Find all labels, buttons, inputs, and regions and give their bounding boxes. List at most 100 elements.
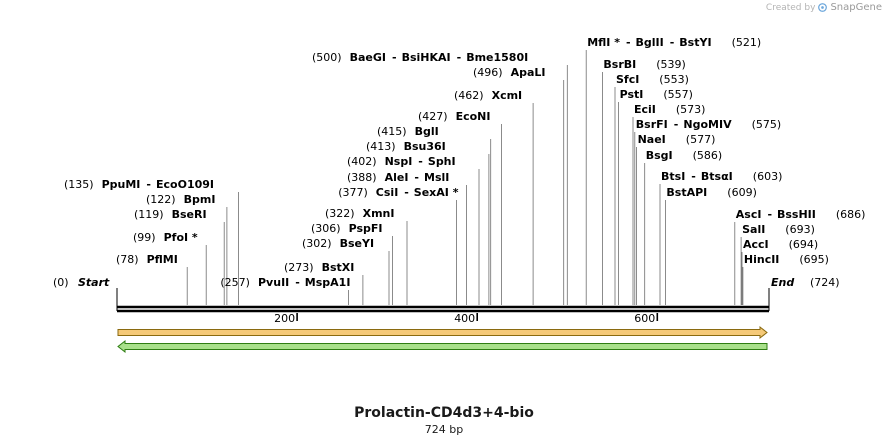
enzyme-name: BsgI	[646, 149, 673, 162]
site-label-acci[interactable]: AccI (694)	[743, 238, 818, 251]
site-position: (575)	[752, 118, 782, 131]
enzyme-name: BstAPI	[666, 186, 707, 199]
enzyme-name: BtsαI	[701, 170, 733, 183]
enzyme-name: PflMI	[147, 253, 178, 266]
site-label-csii[interactable]: (377) CsiI - SexAI *	[338, 186, 459, 199]
site-label-asci[interactable]: AscI - BssHII (686)	[736, 208, 866, 221]
site-label-bseri[interactable]: (119) BseRI	[134, 208, 207, 221]
enzyme-name: NaeI	[638, 133, 666, 146]
site-label-mfli[interactable]: MflI * - BglII - BstYI (521)	[587, 36, 761, 49]
enzyme-separator: -	[674, 118, 679, 131]
enzyme-name: EcoNI	[456, 110, 491, 123]
end-text: End	[771, 276, 794, 289]
site-label-ppumi[interactable]: (135) PpuMI - EcoO109I	[64, 178, 214, 191]
site-position: (402)	[347, 155, 377, 168]
site-position: (122)	[146, 193, 176, 206]
credit-brand: SnapGene	[830, 2, 882, 13]
site-position: (415)	[377, 125, 407, 138]
site-position: (306)	[311, 222, 341, 235]
start-text: Start	[78, 276, 110, 289]
start-label: (0) Start	[53, 276, 110, 289]
reverse-feature[interactable]	[117, 339, 768, 354]
site-label-bseyi[interactable]: (302) BseYI	[302, 237, 374, 250]
site-label-pvuii[interactable]: (257) PvuII - MspA1I	[220, 276, 350, 289]
site-position: (322)	[325, 207, 355, 220]
site-position: (273)	[284, 261, 314, 274]
enzyme-name: XmnI	[363, 207, 395, 220]
start-position: (0)	[53, 276, 69, 289]
enzyme-name: MspA1I	[305, 276, 351, 289]
site-label-xmni[interactable]: (322) XmnI	[325, 207, 394, 220]
enzyme-name: BpmI	[184, 193, 216, 206]
site-position: (413)	[366, 140, 396, 153]
enzyme-name: SalI	[742, 223, 765, 236]
site-label-bstxi[interactable]: (273) BstXI	[284, 261, 354, 274]
enzyme-separator: -	[418, 155, 423, 168]
cut-site-labels: (78) PflMI(99) PfoI *(119) BseRI(122) BpmI(1…	[64, 36, 865, 289]
enzyme-name: AccI	[743, 238, 769, 251]
site-label-baegi[interactable]: (500) BaeGI - BsiHKAI - Bme1580I	[312, 51, 528, 64]
site-position: (99)	[133, 231, 156, 244]
enzyme-name: XcmI	[492, 89, 523, 102]
forward-feature[interactable]	[117, 325, 768, 340]
site-position: (695)	[799, 253, 829, 266]
end-position: (724)	[810, 276, 840, 289]
site-label-hincii[interactable]: HincII (695)	[744, 253, 829, 266]
site-label-apali[interactable]: (496) ApaLI	[473, 66, 546, 79]
site-position: (573)	[676, 103, 706, 116]
snapgene-logo-icon	[818, 3, 828, 12]
reverse-feature-arrow	[117, 339, 768, 354]
enzyme-name: NspI	[385, 155, 413, 168]
site-position: (586)	[693, 149, 723, 162]
site-label-naei[interactable]: NaeI (577)	[638, 133, 716, 146]
end-label: End (724)	[771, 276, 840, 289]
enzyme-name: SexAI *	[414, 186, 459, 199]
site-label-xcmi[interactable]: (462) XcmI	[454, 89, 522, 102]
site-label-btsi[interactable]: BtsI - BtsαI (603)	[661, 170, 782, 183]
site-label-sali[interactable]: SalI (693)	[742, 223, 815, 236]
site-label-bgli[interactable]: (415) BglI	[377, 125, 439, 138]
enzyme-separator: -	[414, 171, 419, 184]
site-label-bpmi[interactable]: (122) BpmI	[146, 193, 215, 206]
forward-feature-arrow	[117, 325, 768, 340]
enzyme-name: Bsu36I	[404, 140, 446, 153]
site-label-bstapi[interactable]: BstAPI (609)	[666, 186, 756, 199]
site-label-bsu36i[interactable]: (413) Bsu36I	[366, 140, 446, 153]
site-position: (609)	[727, 186, 757, 199]
enzyme-separator: -	[146, 178, 151, 191]
enzyme-name: BglI	[415, 125, 439, 138]
site-label-bsrbi[interactable]: BsrBI (539)	[603, 58, 685, 71]
enzyme-name: SfcI	[616, 73, 639, 86]
site-position: (553)	[659, 73, 689, 86]
site-label-sfci[interactable]: SfcI (553)	[616, 73, 689, 86]
site-label-alei[interactable]: (388) AleI - MslI	[347, 171, 449, 184]
snapgene-credit: Created by SnapGene	[766, 2, 882, 13]
site-label-pflmi[interactable]: (78) PflMI	[116, 253, 178, 266]
site-position: (694)	[789, 238, 819, 251]
site-label-pfoi[interactable]: (99) PfoI *	[133, 231, 198, 244]
sequence-name: Prolactin-CD4d3+4-bio	[354, 405, 534, 421]
site-label-psti[interactable]: PstI (557)	[620, 88, 693, 101]
enzyme-name: AscI	[736, 208, 762, 221]
site-position: (577)	[686, 133, 716, 146]
site-position: (686)	[836, 208, 866, 221]
site-label-bsgi[interactable]: BsgI (586)	[646, 149, 722, 162]
cut-site-lines	[186, 50, 744, 305]
site-label-pspfi[interactable]: (306) PspFI	[311, 222, 383, 235]
enzyme-name: BssHII	[777, 208, 816, 221]
site-label-nspi[interactable]: (402) NspI - SphI	[347, 155, 456, 168]
site-position: (557)	[663, 88, 693, 101]
enzyme-name: PpuMI	[102, 178, 141, 191]
site-label-ecii[interactable]: EciI (573)	[634, 103, 705, 116]
site-position: (135)	[64, 178, 94, 191]
enzyme-name: MflI *	[587, 36, 620, 49]
site-label-bsrfi[interactable]: BsrFI - NgoMIV (575)	[636, 118, 781, 131]
enzyme-name: EciI	[634, 103, 656, 116]
enzyme-separator: -	[691, 170, 696, 183]
ruler: 200 400 600	[274, 312, 659, 325]
enzyme-name: EcoO109I	[156, 178, 214, 191]
ruler-label-600: 600	[634, 312, 655, 325]
enzyme-name: PvuII	[258, 276, 289, 289]
site-label-econi[interactable]: (427) EcoNI	[418, 110, 490, 123]
